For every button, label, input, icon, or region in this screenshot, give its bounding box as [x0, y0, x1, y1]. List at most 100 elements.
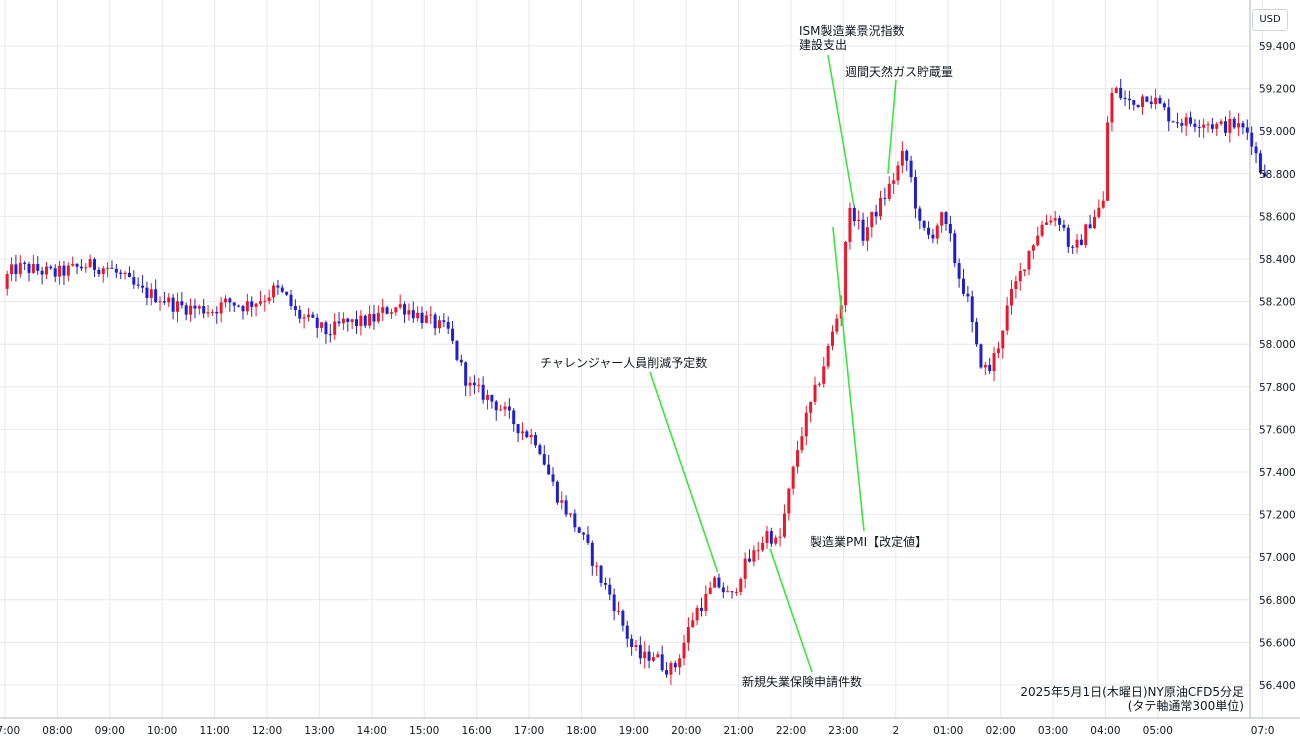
candle-body: [538, 445, 542, 455]
candle-body: [346, 318, 350, 323]
candle-body: [101, 268, 105, 275]
candle-body: [809, 401, 813, 413]
candle-body: [215, 311, 219, 314]
annotation-label: 建設支出: [799, 37, 847, 52]
candle-body: [682, 642, 686, 659]
x-tick-label: 12:00: [252, 725, 282, 737]
candle-body: [1066, 227, 1070, 247]
candle-body: [1023, 269, 1027, 272]
candle-body: [1232, 118, 1236, 128]
x-tick-label: 07:0: [1251, 725, 1275, 737]
y-tick-label: 56.800: [1259, 595, 1296, 607]
candle-body: [892, 180, 896, 184]
candle-body: [341, 318, 345, 324]
candle-body: [442, 320, 446, 323]
candle-body: [704, 593, 708, 612]
x-tick-label: 02:00: [985, 725, 1015, 737]
candle-body: [708, 587, 712, 594]
annotation-leader-line: [649, 371, 719, 573]
candle-body: [734, 591, 738, 593]
candle-body: [660, 654, 664, 671]
candle-body: [582, 532, 586, 535]
candle-body: [40, 270, 44, 275]
candle-body: [433, 314, 437, 329]
candle-body: [210, 311, 214, 313]
candle-body: [529, 434, 533, 438]
candle-body: [686, 627, 690, 643]
candle-body: [743, 558, 747, 579]
candle-body: [534, 434, 538, 446]
candle-body: [1031, 245, 1035, 251]
candle-body: [293, 305, 297, 311]
candle-body: [1167, 107, 1171, 122]
y-tick-label: 56.400: [1259, 680, 1296, 692]
x-tick-label: 16:00: [461, 725, 491, 737]
annotation-leader-line: [827, 54, 855, 206]
candle-body: [813, 384, 817, 402]
candle-body: [1027, 250, 1031, 270]
candle-body: [944, 212, 948, 224]
candle-body: [1202, 124, 1206, 128]
candle-body: [298, 310, 302, 319]
candle-body: [599, 565, 603, 583]
caption-line-1: 2025年5月1日(木曜日)NY原油CFD5分足: [1020, 685, 1244, 699]
candle-body: [468, 382, 472, 386]
y-tick-label: 58.200: [1259, 297, 1296, 309]
candle-body: [481, 384, 485, 400]
candle-body: [49, 266, 53, 269]
candle-body: [804, 412, 808, 437]
candle-body: [1223, 121, 1227, 133]
candle-body: [922, 220, 926, 228]
candle-body: [84, 267, 88, 269]
candle-body: [93, 259, 97, 270]
candle-body: [184, 305, 188, 315]
candle-body: [1036, 235, 1040, 246]
y-tick-label: 58.800: [1259, 169, 1296, 181]
candle-body: [132, 277, 136, 285]
candle-body: [1084, 224, 1088, 246]
candle-body: [1053, 218, 1057, 221]
candle-body: [621, 610, 625, 626]
candle-body: [237, 305, 241, 307]
candle-body: [224, 298, 228, 303]
candle-body: [1001, 330, 1005, 349]
candle-body: [970, 296, 974, 323]
candle-body: [311, 314, 315, 318]
candle-body: [424, 315, 428, 323]
x-tick-label: 21:00: [723, 725, 753, 737]
candle-body: [865, 227, 869, 241]
candle-body: [368, 313, 372, 326]
candle-body: [996, 348, 1000, 354]
candle-body: [625, 625, 629, 639]
candle-body: [171, 297, 175, 312]
x-tick-label: 01:00: [933, 725, 963, 737]
candle-body: [691, 620, 695, 628]
candle-body: [647, 651, 651, 661]
candle-body: [66, 265, 70, 276]
candle-body: [167, 297, 171, 303]
candle-body: [228, 298, 232, 303]
candle-body: [451, 328, 455, 341]
candle-body: [1189, 117, 1193, 124]
candle-body: [608, 584, 612, 595]
candle-body: [263, 301, 267, 303]
candle-body: [306, 314, 310, 318]
candle-body: [1154, 97, 1158, 105]
candle-body: [267, 297, 271, 302]
x-tick-label: 22:00: [776, 725, 806, 737]
candle-body: [1119, 87, 1123, 99]
candle-body: [106, 267, 110, 269]
candle-body: [516, 424, 520, 434]
candle-body: [577, 527, 581, 533]
currency-badge[interactable]: USD: [1252, 9, 1288, 31]
candle-body: [966, 293, 970, 297]
candle-body: [1245, 127, 1249, 133]
candle-body: [1171, 121, 1175, 123]
candle-body: [1058, 218, 1062, 225]
y-tick-label: 58.000: [1259, 339, 1296, 351]
candle-body: [835, 318, 839, 332]
candle-body: [778, 536, 782, 538]
candle-body: [1141, 96, 1145, 108]
